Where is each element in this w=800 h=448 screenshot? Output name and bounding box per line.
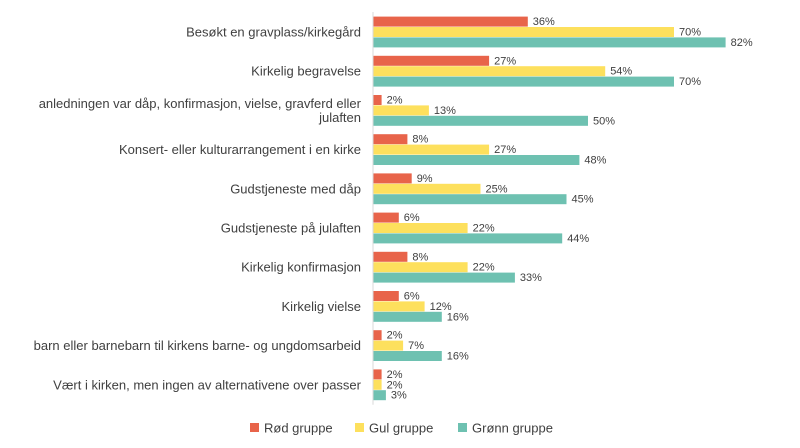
category-label-7: Kirkelig konfirmasjon xyxy=(241,260,361,275)
category-label-9: barn eller barnebarn til kirkens barne- … xyxy=(34,338,361,353)
value-label-gr-nn-gruppe-3: 50% xyxy=(593,115,615,127)
value-label-gr-nn-gruppe-7: 33% xyxy=(520,272,542,284)
value-label-r-d-gruppe-10: 2% xyxy=(387,369,403,381)
bar-gr-nn-gruppe-8 xyxy=(373,311,442,322)
bar-r-d-gruppe-5 xyxy=(373,173,412,184)
category-label-3-line-2: julaften xyxy=(318,110,361,125)
legend-swatch-gul-gruppe xyxy=(355,423,364,432)
bar-gul-gruppe-7 xyxy=(373,262,468,273)
value-label-gul-gruppe-10: 2% xyxy=(387,379,403,391)
value-label-r-d-gruppe-1: 36% xyxy=(533,16,555,28)
value-label-gul-gruppe-8: 12% xyxy=(430,301,452,313)
bar-gul-gruppe-6 xyxy=(373,223,468,233)
bar-gul-gruppe-5 xyxy=(373,183,481,194)
value-label-gul-gruppe-9: 7% xyxy=(408,340,424,352)
bar-r-d-gruppe-9 xyxy=(373,330,382,341)
value-label-r-d-gruppe-8: 6% xyxy=(404,291,420,303)
value-label-gul-gruppe-2: 54% xyxy=(610,66,632,78)
bar-r-d-gruppe-4 xyxy=(373,134,408,145)
value-label-gr-nn-gruppe-9: 16% xyxy=(447,351,469,363)
bar-gul-gruppe-1 xyxy=(373,27,674,37)
category-label-8: Kirkelig vielse xyxy=(282,299,361,314)
bar-gul-gruppe-8 xyxy=(373,301,425,312)
value-label-r-d-gruppe-2: 27% xyxy=(494,55,516,67)
value-label-gr-nn-gruppe-6: 44% xyxy=(567,233,589,245)
value-label-gul-gruppe-5: 25% xyxy=(486,183,508,195)
legend-swatch-gr-nn-gruppe xyxy=(458,423,467,432)
legend-swatch-r-d-gruppe xyxy=(250,423,259,432)
bar-gr-nn-gruppe-1 xyxy=(373,37,726,48)
category-label-5: Gudstjeneste med dåp xyxy=(230,181,361,196)
bar-r-d-gruppe-8 xyxy=(373,291,399,301)
value-label-gr-nn-gruppe-5: 45% xyxy=(572,194,594,206)
category-label-10: Vært i kirken, men ingen av alternativen… xyxy=(53,377,361,392)
bar-gul-gruppe-10 xyxy=(373,379,382,390)
legend: Rød gruppe Gul gruppe Grønn gruppe xyxy=(250,421,553,436)
value-label-gr-nn-gruppe-4: 48% xyxy=(584,155,606,167)
category-label-1: Besøkt en gravplass/kirkegård xyxy=(186,25,361,40)
bar-gul-gruppe-2 xyxy=(373,66,606,77)
bar-gr-nn-gruppe-10 xyxy=(373,390,386,401)
bar-gr-nn-gruppe-3 xyxy=(373,115,588,126)
value-label-gul-gruppe-6: 22% xyxy=(473,223,495,235)
category-label-6: Gudstjeneste på julaften xyxy=(221,221,361,236)
category-label-3-line-1: anledningen var dåp, konfirmasjon, viels… xyxy=(39,96,362,111)
value-label-r-d-gruppe-5: 9% xyxy=(417,173,433,185)
bar-r-d-gruppe-10 xyxy=(373,369,382,380)
value-label-gul-gruppe-4: 27% xyxy=(494,144,516,156)
value-label-r-d-gruppe-7: 8% xyxy=(412,251,428,263)
bar-r-d-gruppe-1 xyxy=(373,16,528,27)
bar-gr-nn-gruppe-9 xyxy=(373,351,442,361)
value-label-gul-gruppe-3: 13% xyxy=(434,105,456,117)
bar-gr-nn-gruppe-6 xyxy=(373,233,563,244)
bar-r-d-gruppe-3 xyxy=(373,95,382,105)
value-label-gr-nn-gruppe-8: 16% xyxy=(447,311,469,323)
bar-gr-nn-gruppe-4 xyxy=(373,155,580,165)
bar-gr-nn-gruppe-7 xyxy=(373,272,515,283)
value-label-gr-nn-gruppe-10: 3% xyxy=(391,390,407,402)
category-labels: Besøkt en gravplass/kirkegård Kirkelig be… xyxy=(34,25,362,393)
bars xyxy=(373,16,726,401)
value-label-gul-gruppe-1: 70% xyxy=(679,27,701,39)
legend-label-gul-gruppe: Gul gruppe xyxy=(369,421,433,436)
category-label-4: Konsert- eller kulturarrangement i en ki… xyxy=(119,142,361,157)
value-labels: 36% 70% 82% 27% 54% 70% 2% 13% 50% 8% 27% 48% 9% 25% 4… xyxy=(387,16,753,402)
category-label-2: Kirkelig begravelse xyxy=(251,64,361,79)
bar-gul-gruppe-4 xyxy=(373,144,490,155)
value-label-gr-nn-gruppe-1: 82% xyxy=(731,37,753,49)
bar-r-d-gruppe-2 xyxy=(373,55,490,66)
bar-gr-nn-gruppe-5 xyxy=(373,194,567,205)
value-label-r-d-gruppe-9: 2% xyxy=(387,330,403,342)
value-label-gr-nn-gruppe-2: 70% xyxy=(679,76,701,88)
legend-label-gr-nn-gruppe: Grønn gruppe xyxy=(472,421,553,436)
value-label-r-d-gruppe-3: 2% xyxy=(387,95,403,107)
bar-r-d-gruppe-6 xyxy=(373,212,399,223)
value-label-r-d-gruppe-4: 8% xyxy=(412,134,428,146)
bar-gul-gruppe-9 xyxy=(373,340,404,351)
value-label-r-d-gruppe-6: 6% xyxy=(404,212,420,224)
value-label-gul-gruppe-7: 22% xyxy=(473,262,495,274)
bar-gr-nn-gruppe-2 xyxy=(373,76,674,87)
bar-r-d-gruppe-7 xyxy=(373,251,408,262)
legend-label-r-d-gruppe: Rød gruppe xyxy=(264,421,333,436)
bar-gul-gruppe-3 xyxy=(373,105,429,116)
